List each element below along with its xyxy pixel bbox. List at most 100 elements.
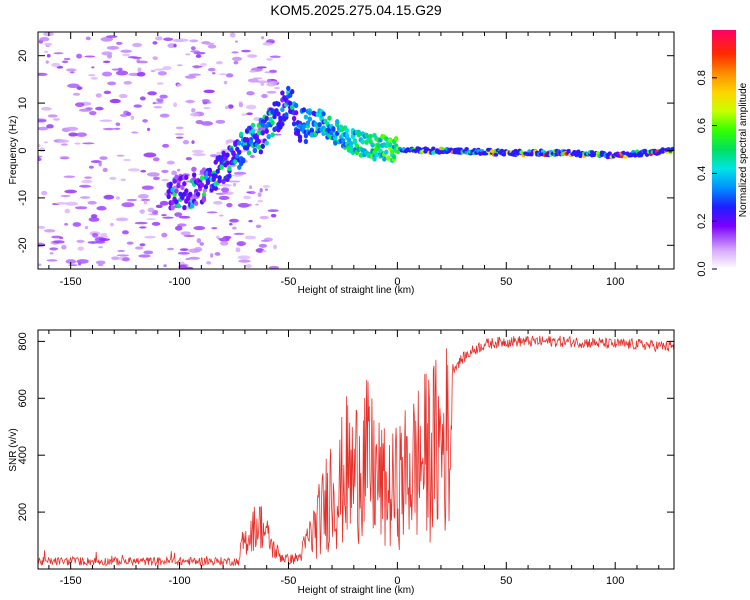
heatmap-trace-cell — [376, 142, 381, 149]
heatmap-noise-cell — [204, 42, 215, 45]
heatmap-noise-cell — [85, 36, 91, 41]
heatmap-noise-cell — [161, 179, 170, 182]
heatmap-noise-cell — [184, 75, 197, 79]
heatmap-trace-cell — [515, 151, 520, 156]
heatmap-noise-cell — [116, 154, 125, 157]
heatmap-noise-cell — [57, 139, 70, 143]
heatmap-trace-cell — [264, 115, 269, 121]
heatmap-noise-cell — [46, 53, 51, 58]
heatmap-trace-cell — [297, 137, 303, 143]
heatmap-noise-cell — [152, 56, 158, 61]
heatmap-noise-cell — [38, 263, 42, 267]
heatmap-trace-cell — [303, 138, 309, 145]
heatmap-trace-cell — [176, 203, 181, 209]
heatmap-noise-cell — [161, 232, 168, 238]
heatmap-trace-cell — [219, 164, 224, 170]
heatmap-noise-cell — [91, 66, 95, 69]
heatmap-noise-cell — [191, 166, 197, 172]
heatmap-noise-cell — [49, 247, 59, 251]
heatmap-noise-cell — [102, 60, 111, 64]
heatmap-trace-cell — [386, 155, 391, 161]
heatmap-trace-cell — [327, 115, 332, 121]
heatmap-trace-cell — [190, 203, 195, 209]
heatmap-noise-cell — [95, 240, 106, 244]
heatmap-noise-cell — [270, 213, 277, 218]
heatmap-trace-cell — [176, 183, 181, 189]
heatmap-noise-cell — [133, 104, 142, 108]
heatmap-noise-cell — [139, 226, 147, 229]
spectrogram-y-axis-label: Frequency (Hz) — [8, 116, 19, 185]
heatmap-trace-cell — [303, 133, 309, 139]
heatmap-noise-cell — [201, 99, 211, 103]
heatmap-noise-cell — [120, 178, 126, 182]
heatmap-noise-cell — [102, 167, 108, 173]
heatmap-trace-cell — [301, 123, 307, 130]
heatmap-noise-cell — [264, 188, 269, 191]
heatmap-noise-cell — [65, 68, 77, 72]
heatmap-noise-cell — [211, 227, 218, 230]
heatmap-noise-cell — [154, 68, 165, 71]
heatmap-noise-cell — [157, 71, 167, 76]
heatmap-noise-cell — [155, 36, 163, 41]
heatmap-trace-cell — [291, 115, 297, 122]
heatmap-noise-cell — [215, 235, 220, 239]
heatmap-noise-cell — [192, 153, 206, 157]
heatmap-noise-cell — [153, 106, 163, 109]
heatmap-trace-cell — [193, 200, 199, 206]
heatmap-noise-cell — [72, 222, 82, 227]
heatmap-noise-cell — [151, 221, 161, 226]
heatmap-trace-cell — [195, 191, 201, 197]
heatmap-trace-cell — [352, 139, 358, 145]
heatmap-noise-cell — [179, 248, 189, 251]
heatmap-noise-cell — [68, 264, 78, 267]
heatmap-noise-cell — [176, 64, 183, 67]
heatmap-trace-cell — [184, 188, 189, 194]
heatmap-noise-cell — [262, 185, 271, 188]
heatmap-noise-cell — [101, 51, 113, 56]
heatmap-noise-cell — [127, 168, 141, 172]
heatmap-noise-cell — [261, 249, 267, 253]
heatmap-noise-cell — [51, 62, 61, 68]
heatmap-noise-cell — [235, 247, 241, 253]
heatmap-noise-cell — [115, 122, 121, 126]
heatmap-noise-cell — [162, 65, 172, 71]
heatmap-trace-cell — [203, 184, 209, 190]
x-tick-label: 50 — [500, 276, 512, 288]
heatmap-noise-cell — [111, 68, 122, 71]
heatmap-noise-cell — [241, 113, 248, 116]
heatmap-noise-cell — [64, 208, 71, 214]
heatmap-noise-cell — [53, 52, 64, 55]
heatmap-trace-cell — [252, 147, 258, 153]
heatmap-trace-cell — [242, 141, 248, 147]
heatmap-trace-cell — [576, 149, 581, 154]
heatmap-trace-cell — [199, 182, 205, 188]
heatmap-trace-cell — [572, 150, 577, 155]
heatmap-noise-cell — [188, 248, 201, 253]
heatmap-noise-cell — [229, 32, 236, 38]
heatmap-noise-cell — [38, 126, 49, 131]
heatmap-trace-cell — [621, 150, 626, 155]
heatmap-noise-cell — [232, 174, 243, 177]
heatmap-noise-cell — [46, 259, 58, 262]
heatmap-noise-cell — [107, 81, 117, 86]
heatmap-trace-cell — [501, 152, 507, 157]
heatmap-trace-cell — [356, 132, 362, 138]
heatmap-trace-cell — [499, 148, 505, 153]
heatmap-noise-cell — [219, 214, 224, 217]
x-tick-label: -150 — [60, 575, 82, 587]
heatmap-trace-cell — [237, 149, 242, 155]
heatmap-noise-cell — [261, 239, 270, 242]
heatmap-noise-cell — [152, 41, 158, 45]
heatmap-noise-cell — [116, 254, 130, 257]
snr-x-axis-label: Height of straight line (km) — [298, 585, 415, 596]
heatmap-noise-cell — [171, 170, 178, 176]
heatmap-noise-cell — [106, 45, 120, 50]
colorbar: 0.0 0.2 0.4 0.6 0.8 Normalized spectral ampl… — [696, 30, 749, 277]
heatmap-noise-cell — [163, 264, 167, 268]
heatmap-noise-cell — [38, 144, 41, 148]
heatmap-noise-cell — [99, 119, 113, 122]
heatmap-noise-cell — [88, 217, 100, 222]
heatmap-trace-cell — [174, 199, 179, 205]
heatmap-noise-cell — [43, 229, 56, 233]
